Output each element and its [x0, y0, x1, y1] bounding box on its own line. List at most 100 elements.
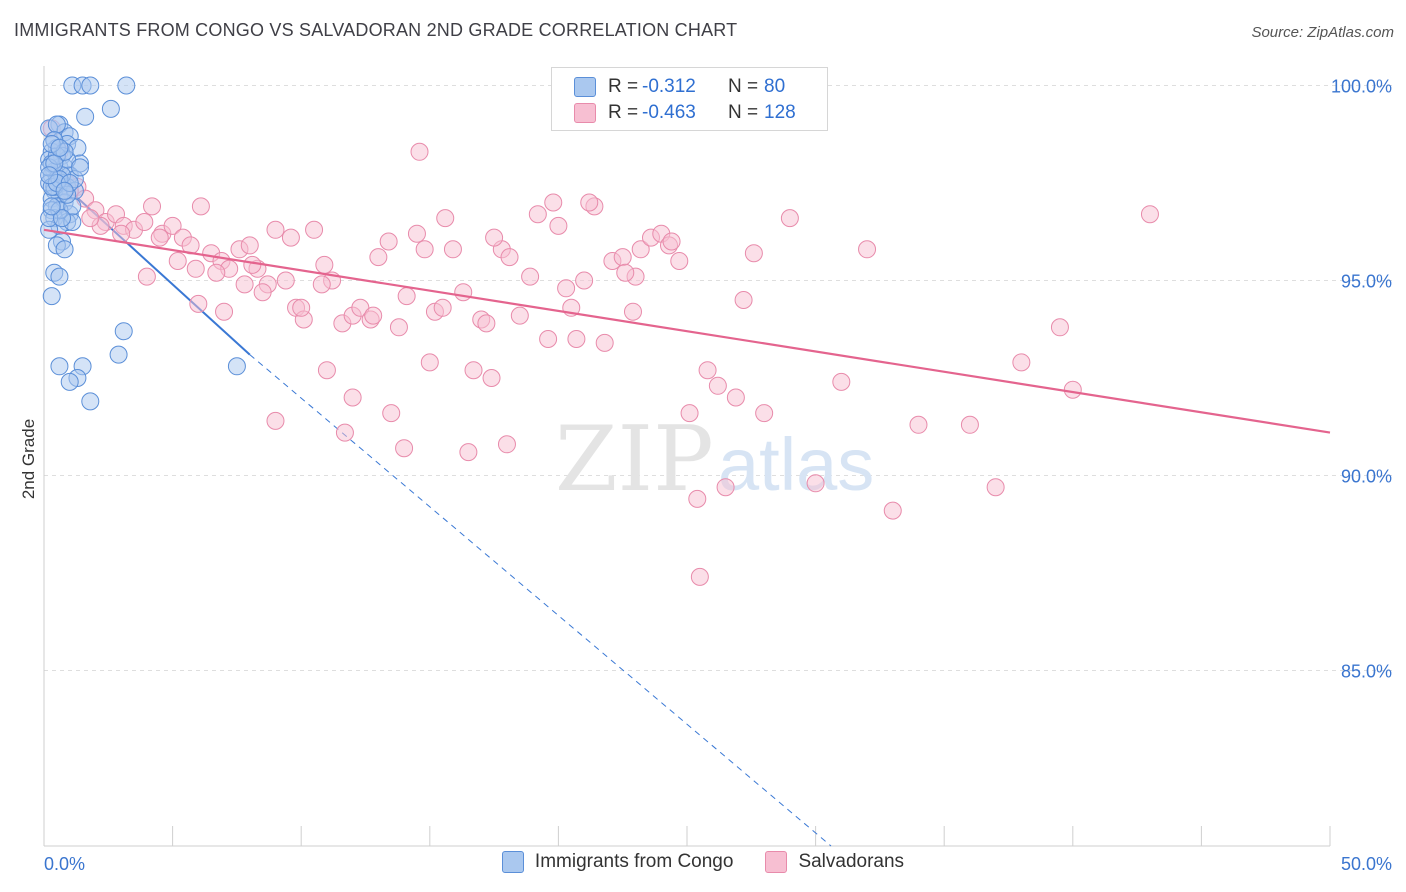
salvadoran-point — [716, 478, 735, 497]
salvadoran-point — [253, 283, 272, 302]
salvadoran-point — [670, 252, 689, 270]
congo-point — [50, 138, 69, 157]
congo-point — [101, 99, 120, 118]
salvadoran-point — [510, 306, 529, 325]
salvadoran-point — [575, 271, 594, 290]
watermark-zip: ZIP — [555, 407, 714, 512]
congo-point — [55, 181, 74, 200]
salvadoran-point — [191, 197, 210, 216]
legend-label-salvadorans: Salvadorans — [798, 851, 905, 872]
salvadoran-point — [382, 404, 401, 423]
salvadoran-point — [81, 209, 100, 228]
legend-n-value: 128 — [764, 102, 796, 123]
salvadoran-point — [150, 228, 169, 247]
salvadoran-point — [662, 232, 681, 251]
congo-point — [60, 372, 79, 391]
y-tick-label: 90.0% — [1341, 467, 1392, 487]
salvadoran-point — [1140, 205, 1159, 224]
salvadoran-point — [708, 376, 727, 395]
salvadoran-point — [343, 388, 362, 407]
salvadoran-point — [276, 271, 295, 290]
salvadoran-point — [207, 263, 226, 282]
salvadoran-point — [1050, 318, 1069, 337]
legend-n-label: N = — [728, 102, 759, 123]
salvadoran-point — [443, 240, 462, 259]
points-salvadorans — [42, 76, 1159, 586]
salvadoran-point — [726, 388, 745, 407]
salvadoran-point — [528, 205, 547, 224]
salvadoran-point — [395, 439, 414, 458]
congo-point — [55, 240, 74, 259]
salvadoran-point — [616, 263, 635, 282]
congo-point — [40, 166, 59, 185]
watermark-atlas: atlas — [718, 423, 874, 506]
salvadoran-point — [137, 267, 156, 286]
congo-point — [114, 322, 133, 341]
y-tick-label: 85.0% — [1341, 662, 1392, 682]
salvadoran-point — [410, 142, 429, 161]
salvadoran-point — [690, 567, 709, 586]
salvadoran-point — [266, 411, 285, 430]
legend-r-label: R = — [608, 102, 639, 123]
legend-r-value: -0.312 — [642, 76, 696, 97]
salvadoran-point — [266, 220, 285, 239]
y-tick-label: 100.0% — [1331, 77, 1392, 97]
salvadoran-point — [883, 501, 902, 520]
source-label: Source: ZipAtlas.com — [1251, 24, 1394, 41]
salvadoran-point — [364, 306, 383, 325]
salvadoran-point — [215, 302, 234, 321]
salvadoran-point — [189, 294, 208, 313]
salvadoran-point — [240, 236, 259, 255]
legend-swatch-salvadorans — [765, 851, 788, 873]
stats-legend: R = -0.312 N = 80 R = -0.463 N = 128 — [551, 67, 828, 131]
salvadoran-point — [335, 423, 354, 442]
legend-r-label: R = — [608, 76, 639, 97]
salvadoran-point — [500, 248, 519, 267]
salvadoran-point — [497, 435, 516, 454]
salvadoran-point — [379, 232, 398, 251]
salvadoran-point — [235, 275, 254, 294]
congo-point — [109, 345, 128, 364]
congo-point — [81, 76, 100, 95]
salvadoran-point — [436, 209, 455, 228]
congo-point — [53, 209, 72, 228]
salvadoran-point — [485, 228, 504, 247]
legend-row-congo: R = -0.312 N = 80 — [574, 74, 785, 100]
salvadoran-point — [986, 478, 1005, 497]
y-tick-label: 95.0% — [1341, 272, 1392, 292]
salvadoran-point — [459, 443, 478, 462]
salvadoran-point — [623, 302, 642, 321]
salvadoran-point — [317, 361, 336, 380]
salvadoran-point — [482, 369, 501, 387]
salvadoran-point — [292, 298, 311, 317]
points-congo — [40, 76, 246, 411]
salvadoran-point — [454, 283, 473, 302]
salvadoran-point — [477, 314, 496, 333]
legend-swatch-congo — [501, 851, 524, 873]
salvadoran-point — [734, 291, 753, 309]
salvadoran-point — [780, 209, 799, 228]
salvadoran-trend — [43, 228, 1331, 434]
salvadoran-point — [305, 220, 324, 239]
legend-n-label: N = — [728, 76, 759, 97]
salvadoran-point — [163, 216, 182, 235]
salvadoran-point — [595, 333, 614, 352]
series-legend: Immigrants from Congo Salvadorans — [0, 851, 1406, 873]
salvadoran-point — [557, 279, 576, 298]
salvadoran-point — [389, 318, 408, 337]
legend-swatch-congo — [574, 77, 596, 97]
salvadoran-point — [464, 361, 483, 380]
salvadoran-point — [680, 404, 699, 423]
legend-swatch-salvadorans — [574, 103, 596, 123]
salvadoran-point — [433, 298, 452, 317]
salvadoran-point — [243, 255, 262, 274]
salvadoran-point — [744, 244, 763, 263]
salvadoran-point — [613, 248, 632, 267]
congo-point — [50, 357, 69, 376]
salvadoran-point — [960, 415, 979, 434]
salvadoran-point — [858, 240, 877, 259]
salvadoran-point — [281, 228, 300, 247]
salvadoran-point — [143, 197, 162, 216]
salvadoran-point — [909, 415, 928, 434]
salvadoran-point — [168, 252, 187, 270]
